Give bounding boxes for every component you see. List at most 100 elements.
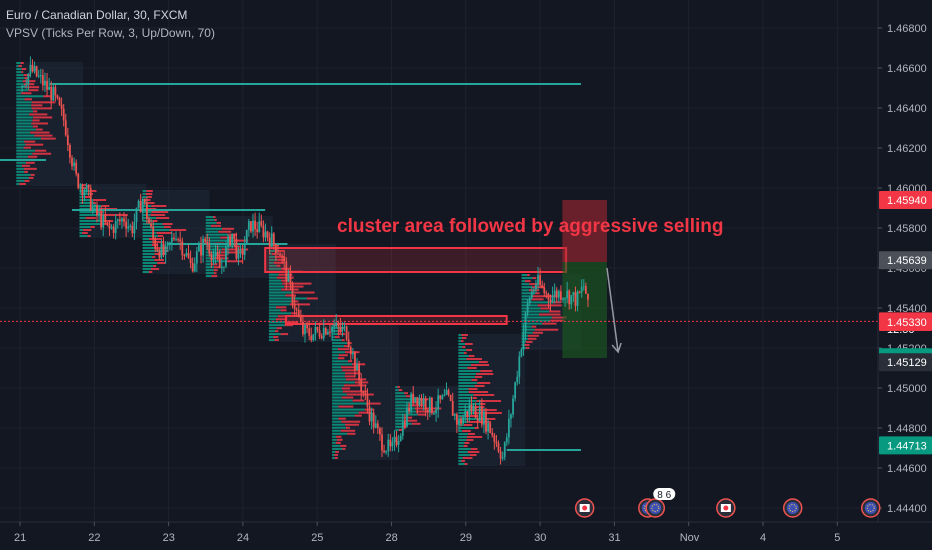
volume-bar-down: [527, 274, 530, 276]
candle-down: [324, 328, 327, 335]
volume-bar-down: [101, 220, 114, 222]
candle-down: [154, 238, 157, 249]
candle-up: [520, 349, 523, 357]
volume-bar-down: [276, 276, 294, 279]
candle-down: [77, 173, 80, 188]
volume-bar-up: [458, 445, 464, 447]
volume-bar-down: [273, 261, 285, 264]
volume-bar-up: [332, 447, 343, 450]
candle-up: [166, 242, 169, 246]
candle-up: [393, 436, 396, 443]
volume-bar-up: [268, 288, 282, 291]
candle-down: [274, 244, 277, 254]
volume-bar-down: [341, 387, 351, 390]
candle-up: [222, 266, 225, 268]
volume-bar-down: [532, 331, 544, 334]
volume-bar-up: [16, 143, 26, 146]
volume-bar-down: [276, 327, 282, 330]
volume-bar-down: [539, 313, 561, 316]
volume-bar-up: [332, 420, 342, 423]
volume-bar-up: [79, 184, 83, 186]
volume-bar-down: [162, 223, 173, 225]
volume-bar-down: [152, 256, 156, 258]
candle-down: [179, 239, 182, 242]
volume-bar-down: [220, 236, 234, 239]
volume-bar-down: [471, 379, 478, 381]
candle-down: [187, 252, 190, 258]
candle-down: [476, 418, 479, 421]
volume-bar-up: [458, 457, 463, 459]
volume-bar-up: [395, 410, 416, 413]
candle-down: [200, 245, 202, 256]
volume-bar-down: [83, 229, 92, 231]
volume-bar-up: [458, 460, 462, 462]
volume-bar-down: [338, 417, 346, 420]
volume-bar-up: [395, 401, 412, 404]
volume-bar-down: [551, 316, 567, 319]
volume-bar-down: [337, 357, 345, 360]
volume-bar-down: [95, 211, 104, 213]
price-label-text: 1.45129: [887, 357, 927, 369]
volume-bar-down: [472, 397, 477, 399]
volume-bar-up: [142, 244, 152, 246]
volume-bar-up: [16, 74, 24, 77]
volume-bar-up: [142, 253, 155, 255]
chart-annotation[interactable]: cluster area followed by aggressive sell…: [337, 216, 724, 237]
volume-bar-down: [82, 184, 86, 186]
volume-bar-up: [332, 336, 335, 339]
volume-bar-up: [16, 179, 25, 182]
volume-bar-up: [268, 291, 294, 294]
volume-bar-up: [332, 348, 339, 351]
volume-bar-up: [268, 294, 286, 297]
volume-bar-up: [142, 247, 156, 249]
volume-bar-down: [32, 119, 40, 122]
volume-bar-down: [341, 420, 361, 423]
volume-bar-down: [525, 346, 530, 349]
candle-up: [198, 245, 200, 252]
candle-up: [170, 237, 173, 243]
volume-bar-down: [537, 304, 562, 307]
volume-bar-down: [470, 448, 478, 450]
candle-up: [468, 404, 471, 416]
volume-bar-down: [157, 262, 166, 264]
volume-bar-down: [273, 336, 279, 339]
candle-down: [100, 213, 103, 228]
candle-up: [27, 73, 30, 85]
volume-bar-down: [169, 229, 187, 231]
candle-down: [381, 434, 383, 451]
candle-down: [146, 202, 148, 219]
volume-bar-down: [358, 411, 372, 414]
candle-down: [451, 400, 454, 416]
volume-bar-up: [268, 264, 277, 267]
volume-bar-up: [458, 430, 463, 432]
volume-bar-up: [458, 382, 478, 384]
candle-down: [547, 293, 550, 300]
candle-up: [356, 364, 358, 371]
candle-up: [102, 215, 105, 228]
volume-bar-up: [521, 292, 536, 295]
volume-bar-down: [334, 336, 340, 339]
volume-bar-up: [395, 428, 399, 431]
volume-bar-up: [268, 258, 278, 261]
volume-bar-down: [528, 334, 539, 337]
volume-bar-down: [464, 352, 467, 354]
candle-up: [582, 286, 585, 288]
candle-down: [293, 303, 296, 310]
volume-bar-down: [477, 382, 491, 384]
volume-bar-down: [226, 260, 243, 263]
candle-up: [331, 326, 333, 333]
volume-bar-down: [467, 367, 477, 369]
volume-bar-up: [332, 342, 348, 345]
candle-down: [96, 205, 98, 216]
price-label-badge: [879, 251, 932, 270]
volume-bar-up: [395, 398, 417, 401]
volume-bar-down: [275, 330, 279, 333]
volume-bar-up: [332, 393, 347, 396]
volume-bar-up: [16, 86, 25, 89]
candle-up: [551, 295, 554, 303]
candle-down: [183, 255, 186, 257]
candle-up: [127, 226, 130, 229]
candle-up: [212, 255, 215, 261]
candle-up: [23, 85, 26, 87]
